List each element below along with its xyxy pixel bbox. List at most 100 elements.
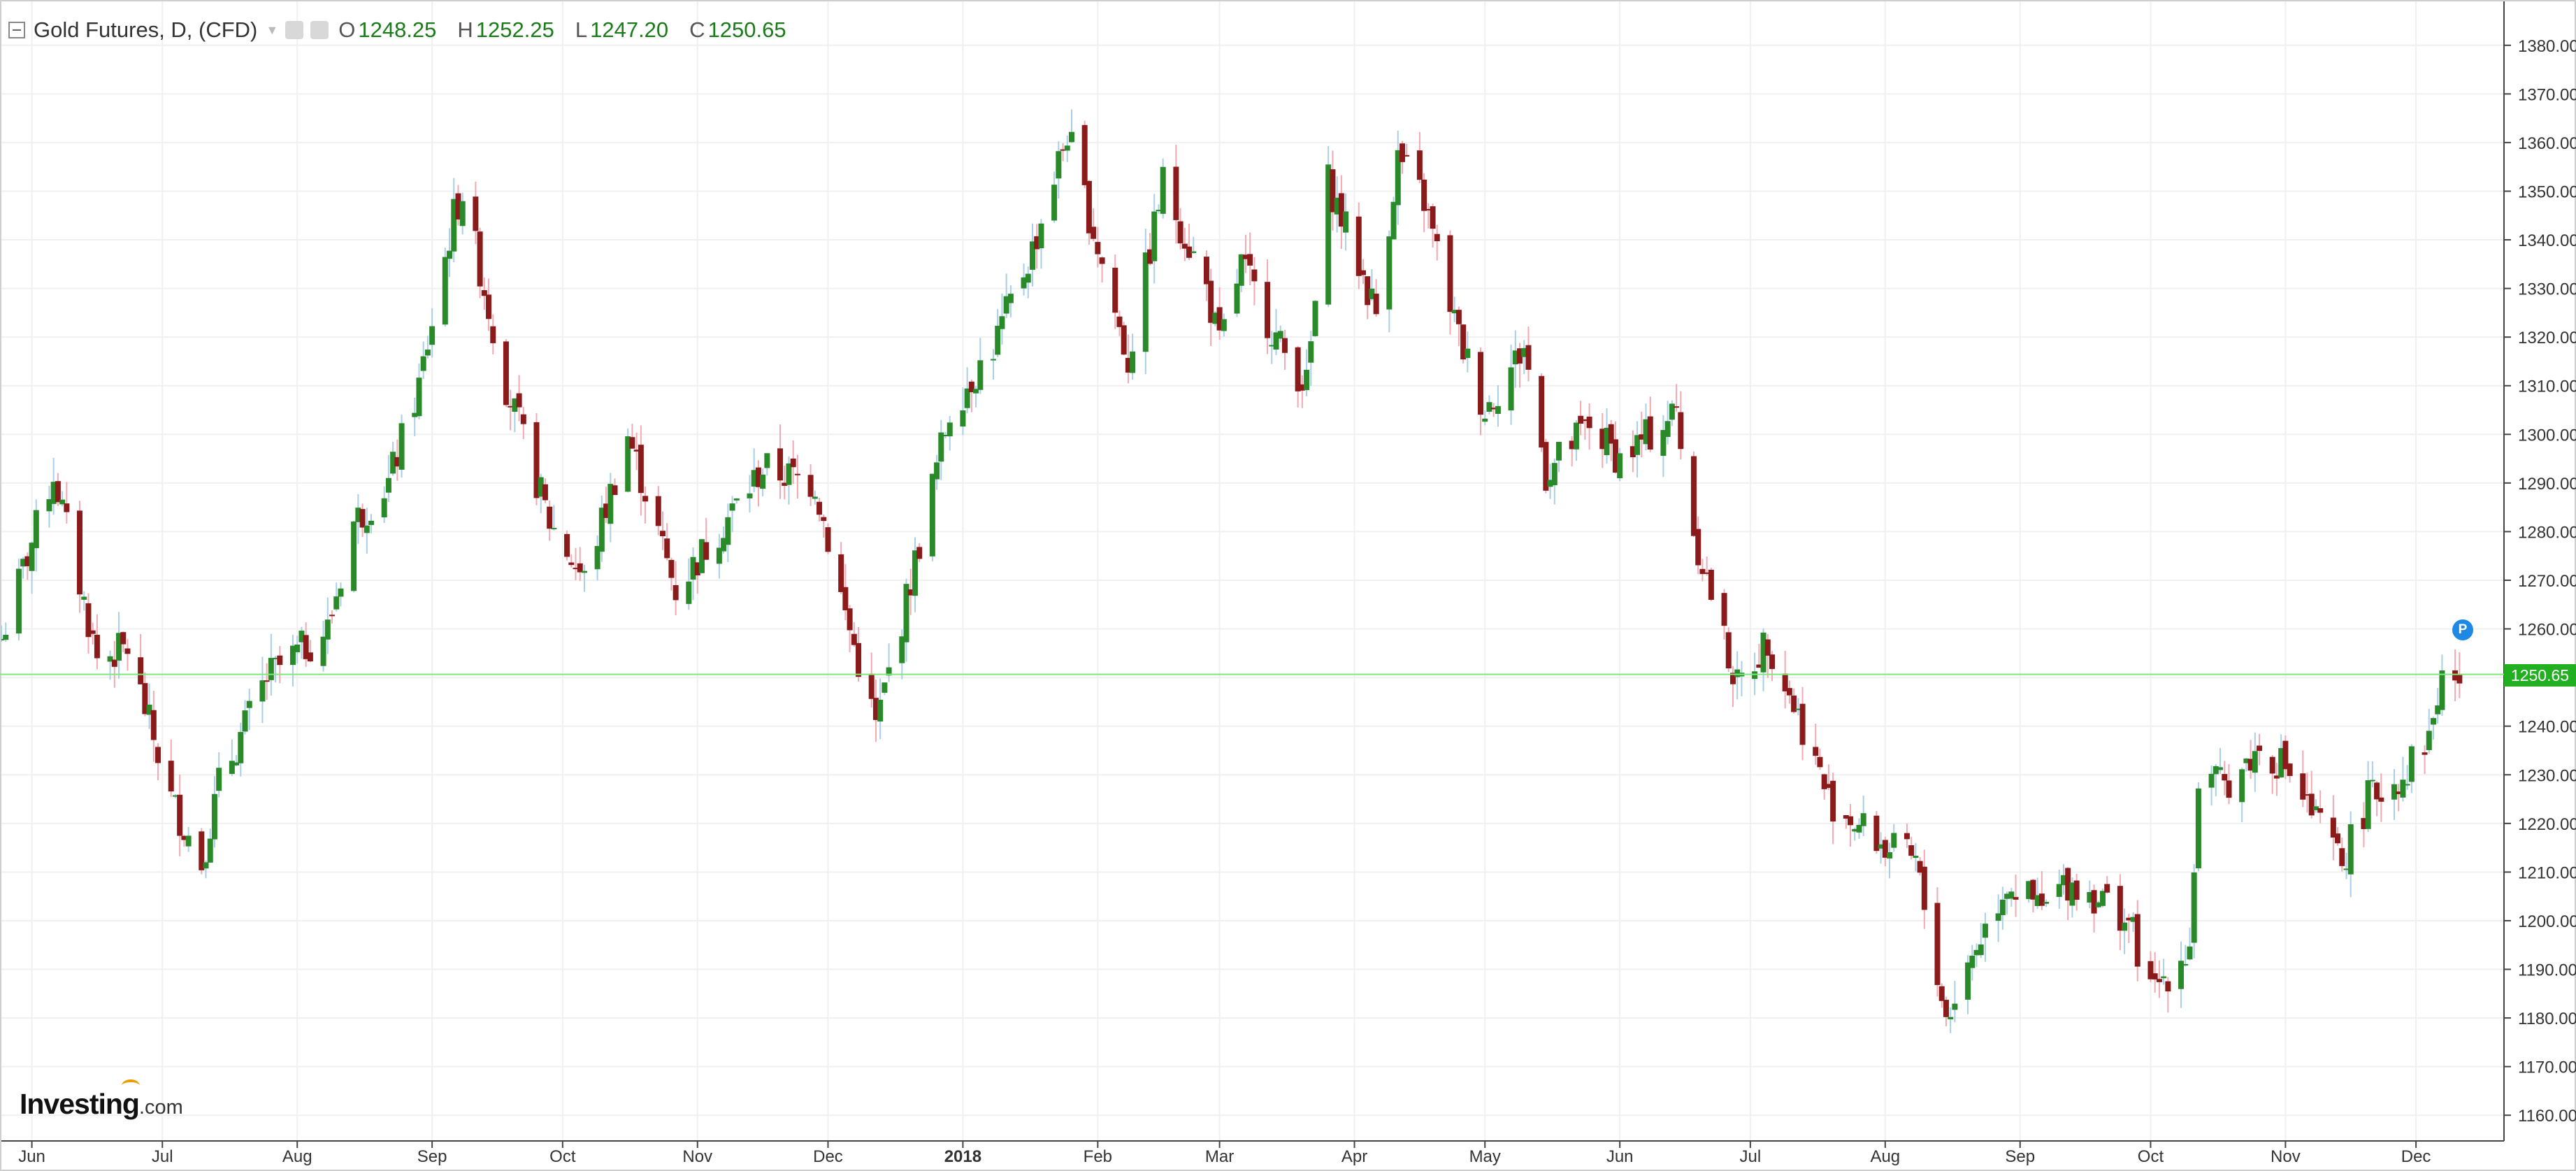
candle-body — [912, 550, 918, 596]
candle-body — [1221, 319, 1227, 331]
candle-body — [1725, 632, 1732, 669]
candle-body — [2278, 748, 2284, 778]
candle-body — [146, 704, 152, 715]
candle-body — [1116, 316, 1123, 327]
candle-body — [1791, 695, 1797, 712]
candle-body — [1608, 424, 1614, 444]
candle-body — [2043, 902, 2050, 904]
candle-body — [1639, 434, 1645, 440]
candle-body — [451, 199, 457, 252]
candle-body — [1404, 155, 1410, 157]
candle-body — [1643, 419, 1649, 445]
candle-body — [50, 482, 57, 504]
candle-body — [320, 636, 326, 666]
x-tick-label: Feb — [1084, 1147, 1112, 1166]
x-tick-label: Sep — [417, 1147, 447, 1166]
candle-body — [1825, 784, 1832, 788]
candle-body — [942, 435, 949, 437]
candle-body — [716, 547, 722, 564]
candle-body — [1069, 131, 1075, 143]
candle-body — [1948, 1016, 1954, 1020]
candle-body — [1543, 442, 1549, 491]
candle-body — [821, 517, 827, 522]
candle-body — [1578, 415, 1584, 424]
candle-body — [1729, 673, 1736, 684]
candle-body — [20, 559, 27, 567]
candle-body — [1312, 301, 1318, 336]
x-tick-label: Jul — [152, 1147, 173, 1166]
candle-body — [807, 475, 814, 497]
candle-body — [120, 632, 127, 645]
candle-body — [568, 562, 575, 566]
candle-body — [94, 634, 100, 659]
candle-body — [359, 509, 366, 528]
candle-body — [0, 639, 4, 641]
chart-legend: Gold Futures, D, (CFD) ▼ O 1248.25 H 1252.… — [0, 0, 786, 60]
candle-body — [1634, 435, 1641, 455]
candle-body — [1034, 236, 1040, 250]
candle-body — [2182, 964, 2189, 966]
collapse-icon[interactable] — [8, 22, 25, 38]
candle-body — [851, 633, 857, 645]
candle-body — [2069, 882, 2075, 906]
candle-body — [520, 414, 526, 424]
y-tick-label: 1350.00 — [2518, 182, 2576, 201]
candle-body — [2317, 808, 2324, 813]
candle-body — [1021, 277, 1027, 289]
candle-body — [1556, 442, 1562, 461]
candle-body — [755, 467, 761, 487]
candle-body — [89, 630, 96, 634]
candle-body — [1173, 166, 1179, 220]
candle-body — [1299, 384, 1305, 391]
candle-body — [1539, 375, 1545, 448]
candle-body — [2013, 897, 2019, 900]
candle-body — [1551, 463, 1557, 486]
candle-body — [655, 496, 661, 526]
candle-body — [551, 528, 557, 530]
candle-body — [516, 393, 522, 408]
candle-body — [46, 498, 52, 512]
candle-body — [1764, 639, 1771, 656]
candle-body — [381, 498, 387, 518]
candle-body — [333, 596, 340, 610]
candle-body — [1064, 145, 1070, 151]
candle-body — [1873, 815, 1880, 852]
candle-body — [1904, 833, 1910, 840]
candle-body — [277, 655, 283, 666]
candle-body — [2456, 673, 2463, 684]
candle-body — [751, 470, 757, 487]
candle-body — [581, 570, 587, 573]
candle-body — [1586, 416, 1592, 429]
candle-body — [138, 657, 144, 684]
candle-body — [1699, 568, 1706, 575]
candle-body — [2312, 806, 2319, 810]
candle-body — [1038, 223, 1044, 249]
candle-body — [307, 652, 313, 662]
candle-body — [1203, 257, 1209, 285]
candle-body — [1629, 446, 1636, 457]
candle-body — [794, 473, 800, 475]
candle-body — [264, 680, 270, 682]
candle-body — [1142, 252, 1149, 352]
candle-body — [2122, 922, 2128, 931]
candle-body — [1943, 1000, 1949, 1017]
dropdown-icon[interactable]: ▼ — [266, 22, 279, 37]
candle-body — [2374, 782, 2380, 800]
candle-body — [929, 473, 935, 556]
candle-body — [1386, 236, 1393, 310]
visibility-icon[interactable] — [285, 21, 304, 39]
candle-body — [1760, 632, 1766, 673]
candle-body — [538, 477, 544, 497]
candle-body — [1913, 856, 1919, 859]
settings-icon[interactable] — [310, 21, 329, 39]
candle-body — [990, 359, 996, 361]
y-tick-label: 1190.00 — [2518, 961, 2576, 980]
price-pin-icon[interactable]: P — [2452, 619, 2473, 640]
candle-body — [2304, 794, 2310, 796]
candle-body — [934, 462, 940, 480]
candle-body — [2165, 981, 2171, 992]
candle-body — [816, 501, 823, 515]
y-tick-label: 1280.00 — [2518, 523, 2576, 542]
candle-body — [1265, 282, 1271, 338]
